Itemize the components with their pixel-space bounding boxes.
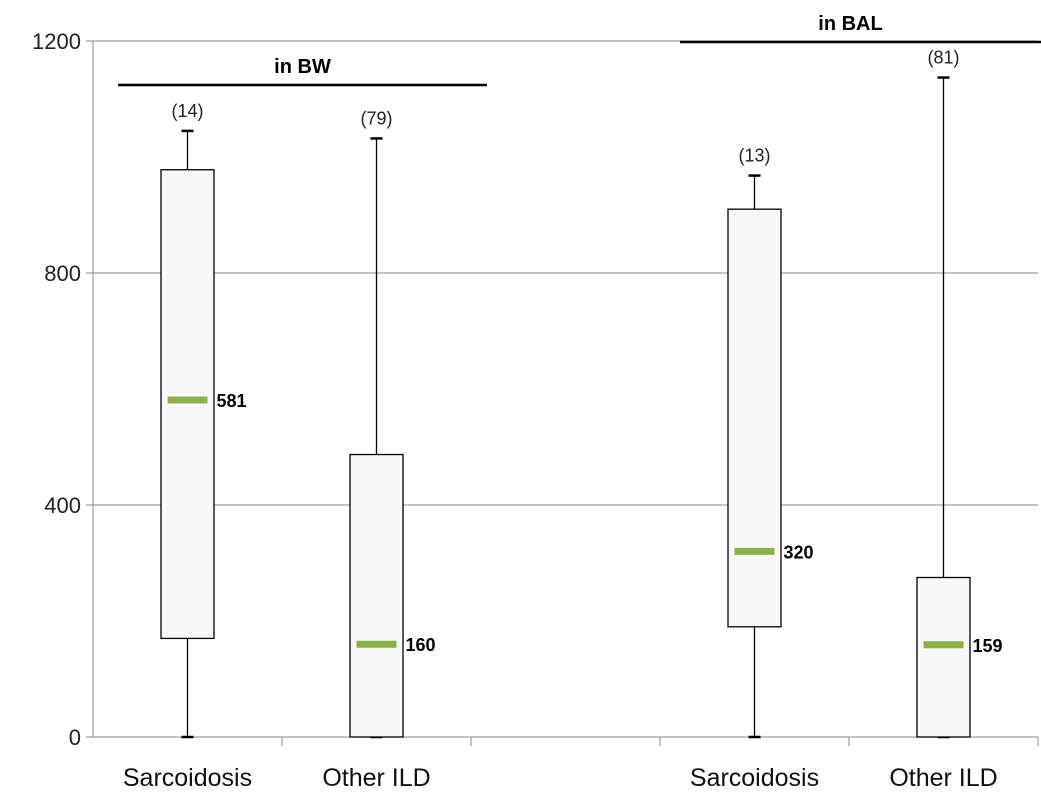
median-value-label: 581 <box>217 391 247 411</box>
median-value-label: 159 <box>973 636 1003 656</box>
boxes <box>160 76 971 739</box>
iqr-box <box>916 576 971 738</box>
y-tick-label: 400 <box>44 493 81 518</box>
y-tick-label: 0 <box>69 725 81 750</box>
category-label: Other ILD <box>322 764 430 792</box>
category-label: Other ILD <box>889 764 997 792</box>
y-tick-label: 800 <box>44 261 81 286</box>
sample-size-label: (81) <box>927 48 959 68</box>
median-value-label: 320 <box>784 542 814 562</box>
median-value-label: 160 <box>406 635 436 655</box>
iqr-box <box>727 208 782 628</box>
gridlines <box>93 40 1038 506</box>
iqr-box <box>160 169 215 640</box>
iqr-box <box>349 453 404 738</box>
group-label: in BW <box>274 56 331 78</box>
category-label: Sarcoidosis <box>690 764 819 792</box>
sample-size-label: (13) <box>738 146 770 166</box>
group-label: in BAL <box>818 13 882 35</box>
category-label: Sarcoidosis <box>123 764 252 792</box>
labels: 0 400 800 1200 581 (14) Sarcoidosis 160 (79) Othe… <box>32 13 1041 792</box>
y-tick-label: 1200 <box>32 29 81 54</box>
sample-size-label: (79) <box>360 108 392 128</box>
sample-size-label: (14) <box>171 101 203 121</box>
axes <box>86 40 1039 746</box>
